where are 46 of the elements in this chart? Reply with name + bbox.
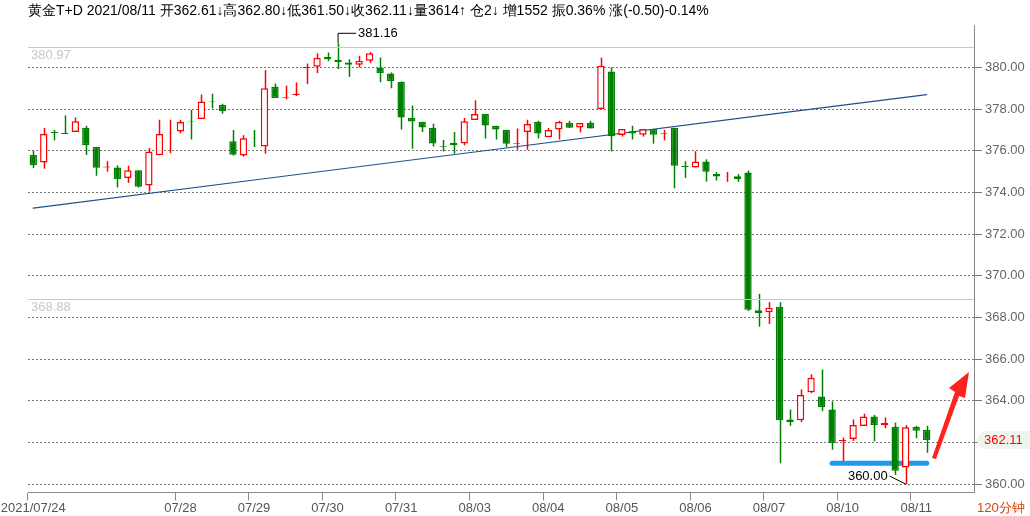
candlestick <box>923 424 931 454</box>
candlestick <box>460 117 468 147</box>
y-tick-label: 360.00 <box>985 475 1025 491</box>
candlestick <box>302 62 311 85</box>
candlestick <box>870 414 878 443</box>
candlestick <box>407 104 416 150</box>
y-tick-label: 366.00 <box>985 350 1025 366</box>
y-tick-label: 378.00 <box>985 100 1025 116</box>
x-tick-label: 07/30 <box>311 499 344 515</box>
candlestick <box>239 134 248 158</box>
annotation: 360.00 <box>847 467 888 483</box>
text: 362.11 <box>984 431 1023 447</box>
candlestick <box>807 373 815 394</box>
candlestick <box>765 301 773 325</box>
annotation: 381.16 <box>358 24 398 40</box>
candlestick <box>113 164 122 189</box>
candlestick <box>155 119 164 157</box>
y-tick-label: 376.00 <box>985 142 1025 158</box>
candlestick <box>796 388 805 423</box>
y-tick-label: 372.00 <box>985 225 1025 241</box>
y-tick-label: 370.00 <box>985 267 1025 283</box>
chart-title: 黄金T+D 2021/08/11 开362.61↓高362.80↓低361.50↓收362.11↓量3614↑ 仓2↓ 增1552 振0.36% 涨(-0.50)-0.14% <box>28 2 709 19</box>
x-tick-label: 07/29 <box>237 499 271 515</box>
text: 120分钟 <box>977 500 1025 516</box>
y-tick-label: 380.00 <box>985 59 1025 75</box>
y-tick-label: 364.00 <box>985 392 1025 408</box>
y-tick-label: 368.00 <box>985 309 1025 324</box>
x-tick-label: 07/31 <box>384 499 418 515</box>
candlestick <box>849 418 857 442</box>
x-tick-label: 08/11 <box>900 499 932 515</box>
x-tick-label: 08/03 <box>458 499 491 515</box>
x-tick-label: 08/06 <box>679 499 712 515</box>
x-tick-label: 08/07 <box>752 499 786 515</box>
candlestick <box>523 119 531 151</box>
candlestick <box>429 122 437 148</box>
y-tick-label: 374.00 <box>985 184 1025 200</box>
x-tick-label: 08/05 <box>605 499 639 515</box>
x-tick-label: 08/10 <box>826 499 859 515</box>
candlestick <box>817 368 826 412</box>
x-tick-label: 07/28 <box>164 499 197 515</box>
candlestick <box>92 146 100 177</box>
x-tick-label: 08/04 <box>532 499 565 515</box>
candlestick <box>376 56 384 83</box>
candlestick <box>197 93 206 120</box>
candlestick <box>82 125 90 156</box>
x-tick-label: 2021/07/24 <box>0 499 66 515</box>
